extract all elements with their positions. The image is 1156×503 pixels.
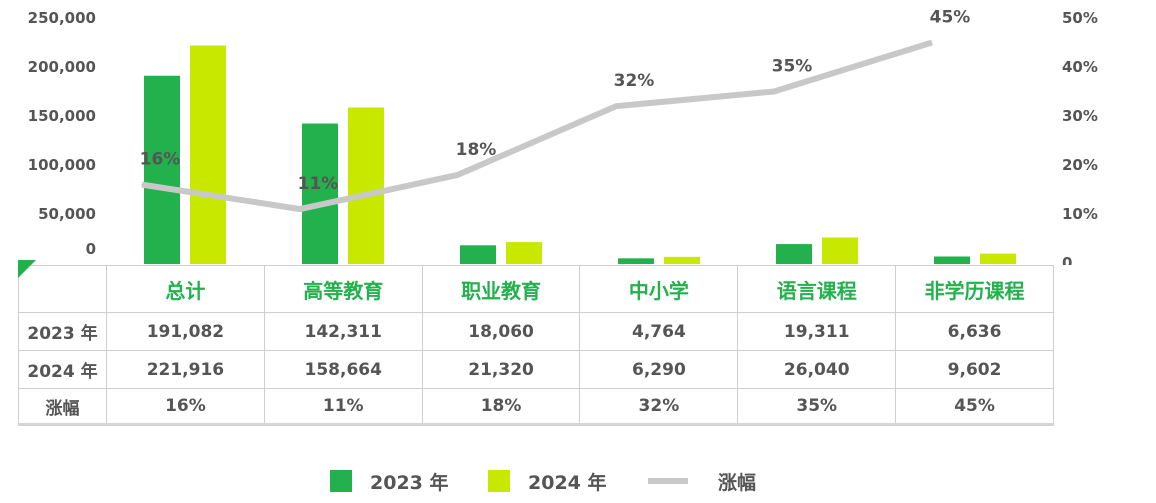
table-cell: 4,764 <box>579 312 739 351</box>
legend-label: 涨幅 <box>718 471 757 494</box>
table-cell: 6,636 <box>895 312 1054 351</box>
table-cell: 11% <box>263 388 423 425</box>
bar-2023 <box>618 258 654 264</box>
row-label: 涨幅 <box>18 388 107 425</box>
legend-swatch-growth <box>648 478 688 484</box>
table-cell: 191,082 <box>106 312 265 351</box>
combo-chart: 16% 11% 18% 32% 35% 45% 0 50,000 100,000 150,000… <box>28 8 1098 266</box>
growth-data-label: 16% <box>140 150 181 170</box>
legend-swatch-2023 <box>330 470 352 492</box>
growth-data-label: 32% <box>614 71 655 91</box>
data-labels-layer: 16% 11% 18% 32% 35% 45% <box>140 8 971 195</box>
growth-data-label: 18% <box>456 140 497 160</box>
bar-2024 <box>822 237 858 264</box>
row-label: 2023 年 <box>18 312 107 351</box>
legend-item-2024: 2024 年 <box>488 466 607 496</box>
column-header: 语言课程 <box>737 265 897 313</box>
legend-label: 2023 年 <box>370 471 449 494</box>
bar-2023 <box>460 245 496 264</box>
right-axis-tick-label: 20% <box>1062 156 1098 174</box>
legend-swatch-2024 <box>488 470 510 492</box>
growth-point <box>931 42 933 43</box>
table-cell: 21,320 <box>421 350 581 389</box>
right-axis-tick-label: 10% <box>1062 205 1098 223</box>
table-cell: 32% <box>579 388 739 425</box>
bar-2024 <box>664 256 700 264</box>
right-axis-tick-label: 30% <box>1062 107 1098 125</box>
bar-2024 <box>980 253 1016 264</box>
table-cell: 45% <box>895 388 1054 425</box>
growth-point <box>457 174 459 176</box>
left-axis-tick-label: 100,000 <box>28 156 96 174</box>
growth-point <box>615 105 617 107</box>
growth-data-label: 35% <box>772 57 813 77</box>
growth-data-label: 45% <box>930 8 971 28</box>
column-header: 中小学 <box>579 265 739 313</box>
growth-point <box>141 184 143 186</box>
table-corner-cell <box>18 260 107 313</box>
data-table: 总计 高等教育 职业教育 中小学 语言课程 非学历课程 2023 年 191,0… <box>18 260 1054 426</box>
table-cell: 18,060 <box>421 312 581 351</box>
table-cell: 6,290 <box>579 350 739 389</box>
table-row: 涨幅 16% 11% 18% 32% 35% 45% <box>18 388 1054 425</box>
table-cell: 221,916 <box>106 350 265 389</box>
table-cell: 19,311 <box>737 312 897 351</box>
column-header: 非学历课程 <box>895 265 1054 313</box>
table-cell: 18% <box>421 388 581 425</box>
right-axis-tick-label: 50% <box>1062 9 1098 27</box>
growth-line-layer <box>141 39 933 213</box>
column-header: 职业教育 <box>421 265 581 313</box>
legend-item-growth: 涨幅 <box>648 466 756 496</box>
growth-point <box>773 91 775 92</box>
bar-2023 <box>144 75 180 264</box>
bar-2023 <box>302 123 338 264</box>
left-axis-tick-label: 250,000 <box>28 9 96 27</box>
growth-point <box>299 208 301 210</box>
left-y-axis: 0 50,000 100,000 150,000 200,000 250,000 <box>28 9 96 258</box>
bar-2024 <box>506 242 542 264</box>
bars-layer <box>144 45 1016 264</box>
row-label: 2024 年 <box>18 350 107 389</box>
left-axis-tick-label: 0 <box>86 240 96 258</box>
table-cell: 26,040 <box>737 350 897 389</box>
bar-2024 <box>348 107 384 264</box>
right-axis-tick-label: 0 <box>1062 254 1072 265</box>
column-header: 总计 <box>106 265 265 313</box>
table-cell: 35% <box>737 388 897 425</box>
table-row: 2024 年 221,916 158,664 21,320 6,290 26,0… <box>18 350 1054 389</box>
right-axis-tick-label: 40% <box>1062 58 1098 76</box>
table-header-row: 总计 高等教育 职业教育 中小学 语言课程 非学历课程 <box>18 260 1054 313</box>
corner-triangle-icon <box>18 260 36 278</box>
bar-2024 <box>190 45 226 264</box>
column-header: 高等教育 <box>263 265 423 313</box>
left-axis-tick-label: 150,000 <box>28 107 96 125</box>
table-cell: 9,602 <box>895 350 1054 389</box>
table-cell: 142,311 <box>263 312 423 351</box>
bar-2023 <box>934 256 970 264</box>
left-axis-tick-label: 50,000 <box>38 205 96 223</box>
table-cell: 16% <box>106 388 265 425</box>
table-row: 2023 年 191,082 142,311 18,060 4,764 19,3… <box>18 312 1054 351</box>
growth-line <box>141 39 933 213</box>
legend-label: 2024 年 <box>528 471 607 494</box>
legend-item-2023: 2023 年 <box>330 466 449 496</box>
table-cell: 158,664 <box>263 350 423 389</box>
left-axis-tick-label: 200,000 <box>28 58 96 76</box>
right-y-axis: 0 10% 20% 30% 40% 50% <box>1062 9 1098 265</box>
legend: 2023 年 2024 年 涨幅 <box>0 466 1156 496</box>
bar-2023 <box>776 244 812 264</box>
growth-data-label: 11% <box>298 174 339 194</box>
